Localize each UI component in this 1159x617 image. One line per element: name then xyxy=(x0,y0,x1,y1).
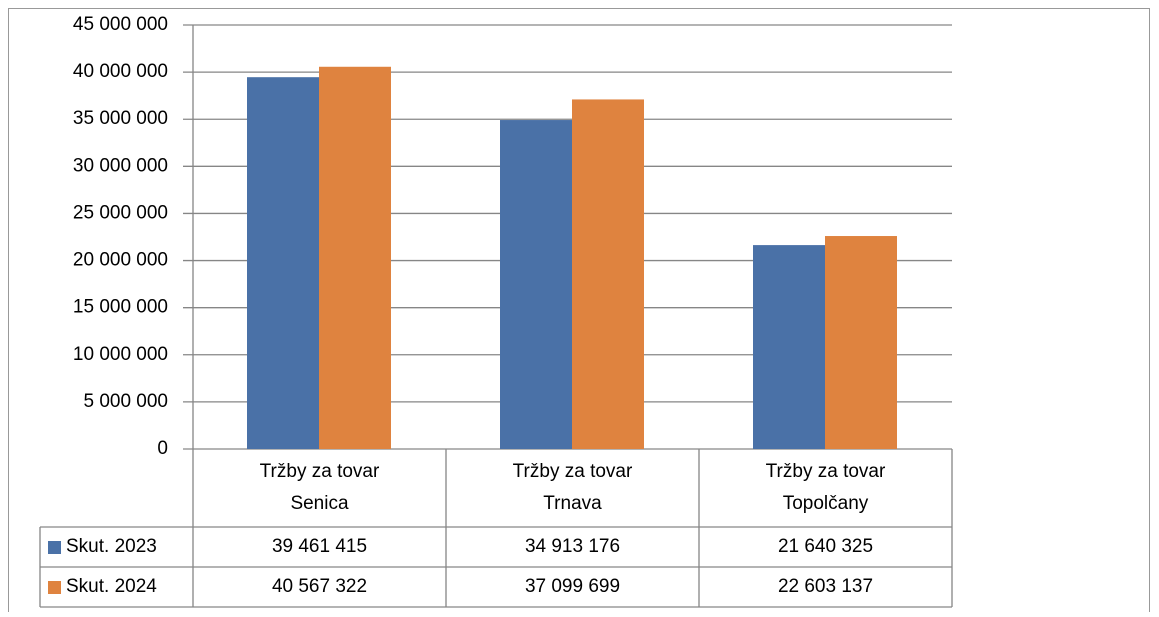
x-tick-label: Tržby za tovar Topolčany xyxy=(765,461,886,514)
legend-label: Skut. 2024 xyxy=(66,576,157,597)
table-value: 34 913 176 xyxy=(524,536,621,557)
y-tick-label: 45 000 000 xyxy=(73,14,168,35)
table-value: 21 640 325 xyxy=(777,536,874,557)
legend-key xyxy=(48,580,61,594)
y-tick-label: 5 000 000 xyxy=(83,391,168,412)
x-tick-label: Tržby za tovar Senica xyxy=(259,461,380,514)
bar xyxy=(247,77,319,449)
category-cell: Tržby za tovar Topolčany xyxy=(699,449,952,527)
table-value: 22 603 137 xyxy=(777,576,874,597)
bar xyxy=(753,245,825,449)
bar xyxy=(500,120,572,450)
y-tick-label: 25 000 000 xyxy=(73,202,168,223)
y-tick-label: 15 000 000 xyxy=(73,297,168,318)
table-value: 39 461 415 xyxy=(271,536,368,557)
bar xyxy=(319,66,391,449)
bar xyxy=(572,99,644,450)
table-value: 37 099 699 xyxy=(524,576,621,597)
y-tick-label: 35 000 000 xyxy=(73,108,168,129)
legend-cell: Skut. 2024 xyxy=(40,567,193,607)
x-tick-label: Tržby za tovar Trnava xyxy=(512,461,633,514)
y-tick-label: 30 000 000 xyxy=(73,155,168,176)
category-cell: Tržby za tovar Senica xyxy=(193,449,446,527)
y-tick-label: 10 000 000 xyxy=(73,344,168,365)
legend-cell: Skut. 2023 xyxy=(40,527,193,567)
legend-label: Skut. 2023 xyxy=(66,536,157,557)
chart-frame xyxy=(8,8,1150,612)
category-cell: Tržby za tovar Trnava xyxy=(446,449,699,527)
y-tick-label: 40 000 000 xyxy=(73,61,168,82)
y-tick-label: 0 xyxy=(157,438,168,459)
table-value: 40 567 322 xyxy=(271,576,368,597)
bar xyxy=(825,236,897,449)
legend-key xyxy=(48,540,61,554)
y-tick-label: 20 000 000 xyxy=(73,250,168,271)
